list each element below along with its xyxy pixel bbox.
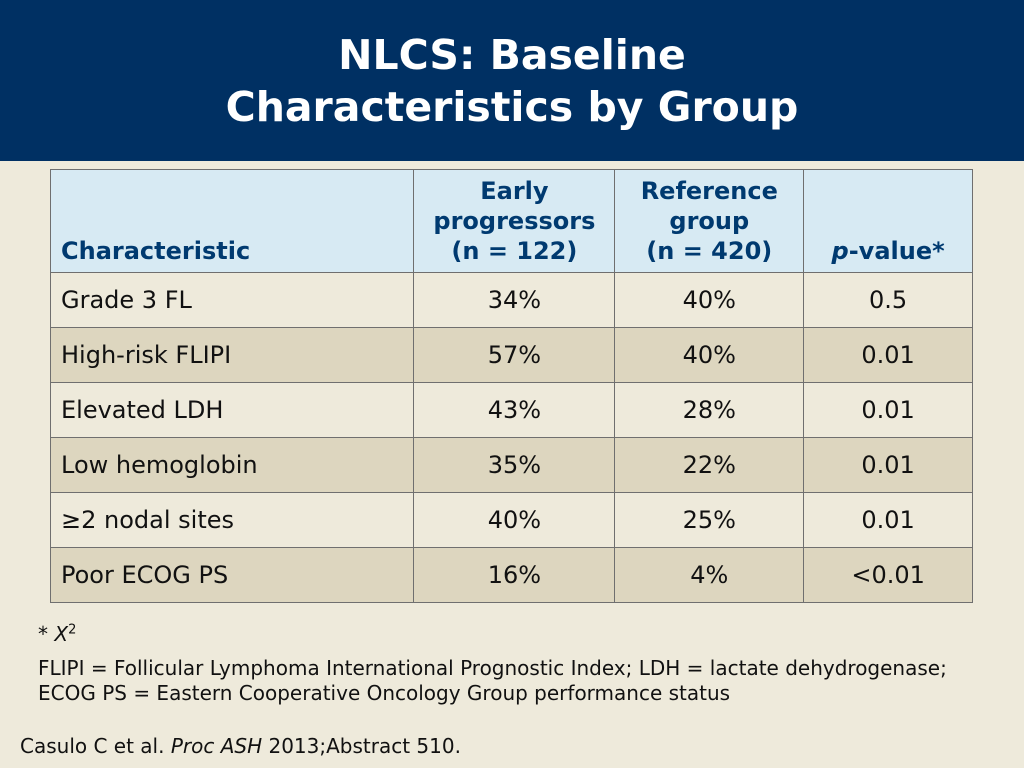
- header-early-line: Early: [480, 177, 549, 205]
- footnote-chi: X: [54, 622, 69, 646]
- citation: Casulo C et al. Proc ASH 2013;Abstract 5…: [20, 734, 461, 758]
- slide-title-line-1: NLCS: Baseline: [338, 30, 686, 79]
- cell-characteristic: Low hemoglobin: [49, 437, 415, 493]
- citation-journal: Proc ASH: [170, 734, 263, 758]
- header-early-line: progressors: [433, 207, 596, 235]
- citation-rest: 2013;Abstract 510.: [262, 734, 461, 758]
- cell-p-value: 0.5: [803, 272, 973, 328]
- header-reference-line: group: [669, 207, 750, 235]
- cell-p-value: 0.01: [803, 382, 973, 438]
- cell-early: 57%: [413, 327, 616, 383]
- cell-reference: 40%: [614, 327, 805, 383]
- header-early-progressors: Early progressors (n = 122): [413, 169, 616, 273]
- slide-title-line-2: Characteristics by Group: [225, 82, 799, 131]
- footnote-chi-superscript: 2: [68, 622, 77, 638]
- cell-reference: 4%: [614, 547, 805, 603]
- cell-early: 34%: [413, 272, 616, 328]
- cell-reference: 40%: [614, 272, 805, 328]
- cell-early: 16%: [413, 547, 616, 603]
- slide-header: NLCS: Baseline Characteristics by Group: [0, 0, 1024, 161]
- cell-p-value: 0.01: [803, 327, 973, 383]
- footnote-star: *: [38, 622, 55, 646]
- cell-early: 35%: [413, 437, 616, 493]
- cell-p-value: 0.01: [803, 492, 973, 548]
- cell-characteristic: Grade 3 FL: [49, 272, 415, 328]
- cell-reference: 22%: [614, 437, 805, 493]
- table-row: Grade 3 FL 34% 40% 0.5: [49, 272, 973, 328]
- table-row: Poor ECOG PS 16% 4% <0.01: [49, 547, 973, 603]
- cell-characteristic: High-risk FLIPI: [49, 327, 415, 383]
- chi-square-footnote: * X2: [38, 622, 76, 646]
- cell-early: 40%: [413, 492, 616, 548]
- header-reference-line: Reference: [640, 177, 778, 205]
- header-reference-group: Reference group (n = 420): [614, 169, 805, 273]
- header-p-rest: -value*: [848, 237, 945, 265]
- header-early-line: (n = 122): [451, 237, 578, 265]
- header-p-italic: p: [831, 237, 849, 265]
- cell-p-value: 0.01: [803, 437, 973, 493]
- header-reference-line: (n = 420): [646, 237, 773, 265]
- abbreviations-footnote: FLIPI = Follicular Lymphoma Internationa…: [38, 656, 947, 705]
- header-characteristic: Characteristic: [49, 169, 415, 273]
- table-row: Elevated LDH 43% 28% 0.01: [49, 382, 973, 438]
- cell-characteristic: Elevated LDH: [49, 382, 415, 438]
- table-row: Low hemoglobin 35% 22% 0.01: [49, 437, 973, 493]
- table-header-row: Characteristic Early progressors (n = 12…: [49, 169, 973, 273]
- table-row: High-risk FLIPI 57% 40% 0.01: [49, 327, 973, 383]
- cell-characteristic: ≥2 nodal sites: [49, 492, 415, 548]
- table-row: ≥2 nodal sites 40% 25% 0.01: [49, 492, 973, 548]
- cell-characteristic: Poor ECOG PS: [49, 547, 415, 603]
- cell-reference: 25%: [614, 492, 805, 548]
- header-p-value: p-value*: [803, 169, 973, 273]
- cell-reference: 28%: [614, 382, 805, 438]
- citation-authors: Casulo C et al.: [20, 734, 171, 758]
- cell-p-value: <0.01: [803, 547, 973, 603]
- cell-early: 43%: [413, 382, 616, 438]
- baseline-characteristics-table: Characteristic Early progressors (n = 12…: [49, 169, 973, 603]
